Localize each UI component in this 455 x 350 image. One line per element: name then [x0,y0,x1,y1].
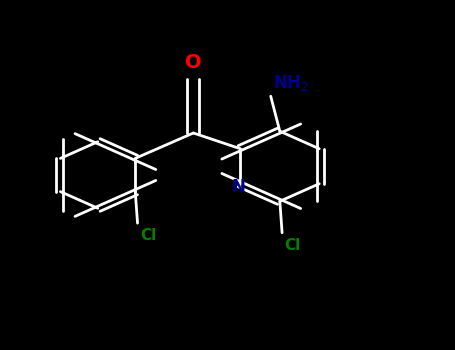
Text: Cl: Cl [140,228,156,243]
Text: NH$_2$: NH$_2$ [273,73,309,93]
Text: N: N [231,178,245,196]
Text: Cl: Cl [284,238,301,253]
Text: O: O [185,53,202,72]
